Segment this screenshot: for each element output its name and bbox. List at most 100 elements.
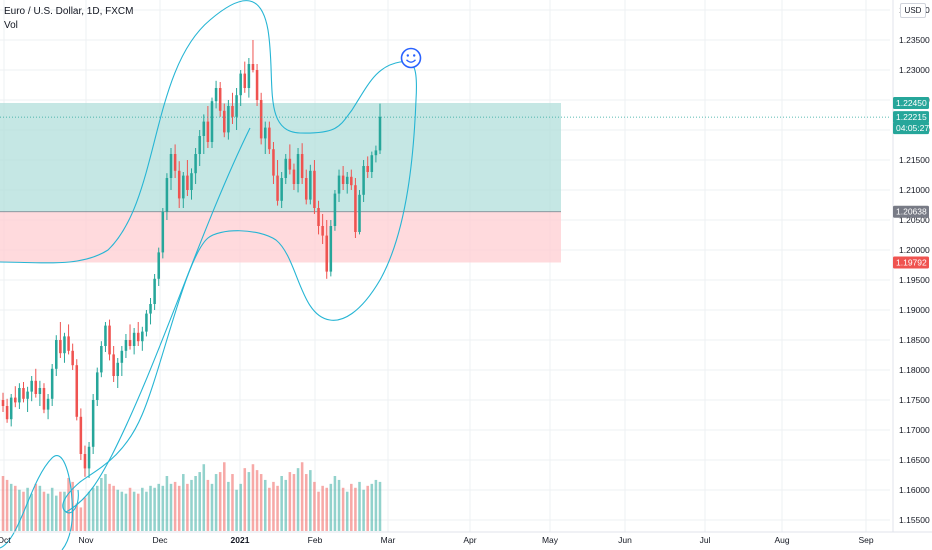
candle-body — [116, 362, 120, 376]
volume-bar — [321, 485, 324, 531]
last-price-badge-text: 1.22215 — [896, 112, 927, 122]
volume-bar — [9, 483, 13, 531]
y-tick-label: 1.20000 — [899, 245, 930, 255]
volume-bar — [34, 483, 38, 531]
candle — [141, 326, 144, 351]
volume-bar — [116, 489, 120, 531]
candle — [223, 103, 226, 138]
volume-bar — [243, 468, 247, 531]
candle-body — [124, 340, 128, 351]
candle — [206, 106, 210, 148]
drawing-trend-line[interactable] — [65, 127, 251, 513]
candle-body — [214, 88, 218, 102]
volume-bar — [38, 485, 42, 531]
candle-body — [46, 398, 50, 410]
candle-body — [34, 380, 38, 394]
volume-bar — [18, 489, 21, 531]
symbol-title[interactable]: Euro / U.S. Dollar, 1D, FXCM — [4, 6, 134, 17]
candle-body — [333, 193, 337, 226]
y-tick-label: 1.18000 — [899, 365, 930, 375]
y-tick-label: 1.19000 — [899, 305, 930, 315]
volume-bar — [145, 491, 148, 531]
candle — [55, 335, 58, 376]
x-tick-label: Oct — [0, 535, 11, 545]
volume-bar — [337, 479, 341, 531]
candle — [337, 169, 341, 202]
stop-price-badge: 1.19792 — [893, 256, 929, 269]
candle — [108, 319, 111, 361]
last-price-badge-bg — [893, 111, 929, 124]
candle-body — [202, 121, 206, 136]
candle-body — [239, 73, 242, 96]
loss-zone[interactable] — [0, 211, 561, 263]
candle-body — [71, 350, 74, 366]
candle — [34, 368, 38, 398]
volume-bar — [235, 489, 238, 531]
candle-body — [145, 313, 148, 332]
y-tick-label: 1.23000 — [899, 65, 930, 75]
candle — [136, 322, 140, 346]
volume-label[interactable]: Vol — [4, 20, 18, 31]
drawing-bubble-curve[interactable] — [0, 0, 418, 514]
candle — [218, 82, 222, 117]
stop-price-badge-bg — [893, 256, 929, 269]
candle — [190, 168, 193, 200]
candle-body — [79, 416, 83, 454]
volume-bar — [128, 487, 132, 531]
candle-body — [83, 454, 87, 469]
candle-body — [313, 170, 316, 208]
volume-bar — [55, 495, 58, 531]
candle — [149, 298, 152, 325]
candle-body — [67, 336, 70, 351]
candle-body — [317, 208, 320, 226]
volume-bar — [5, 479, 9, 531]
candle — [173, 144, 177, 178]
candle — [14, 386, 17, 408]
volume-bar — [83, 497, 87, 531]
y-tick-label: 1.21000 — [899, 185, 930, 195]
drawing-lower-loop[interactable] — [0, 455, 74, 550]
candle — [210, 97, 214, 148]
volume-bar — [186, 483, 189, 531]
volume-bar — [378, 481, 382, 531]
y-tick-label: 1.20500 — [899, 215, 930, 225]
candle — [259, 92, 263, 145]
y-tick-label: 1.16000 — [899, 485, 930, 495]
candle-body — [251, 64, 255, 70]
candle — [83, 445, 87, 477]
freehand-drawing[interactable] — [0, 0, 418, 550]
candle-body — [141, 331, 144, 342]
candle — [309, 164, 312, 205]
grid — [0, 0, 890, 532]
candle-body — [337, 175, 341, 194]
time-axis[interactable]: Oct Nov Dec 2021 Feb Mar Apr May Jun Jul Aug Sep — [0, 531, 932, 545]
stop-price-badge-text: 1.19792 — [896, 257, 927, 267]
candle-body — [280, 178, 283, 201]
long-position-tool[interactable] — [0, 103, 561, 263]
volume-bar — [227, 481, 230, 531]
volume-bar — [268, 487, 271, 531]
candle-body — [26, 391, 29, 399]
candle — [325, 220, 328, 279]
candle — [132, 328, 136, 355]
candle-body — [173, 154, 177, 171]
currency-button[interactable]: USD — [900, 3, 926, 18]
volume-bar — [1, 476, 5, 531]
volume-bar — [374, 479, 378, 531]
volume-bar — [288, 472, 292, 531]
candle — [128, 324, 132, 350]
candle-body — [9, 397, 13, 420]
volume-bar — [362, 489, 365, 531]
candle-body — [362, 166, 365, 195]
candle — [95, 367, 99, 406]
candle-body — [292, 169, 296, 184]
candle-body — [153, 278, 156, 304]
volume-bar — [341, 487, 345, 531]
candle-body — [5, 406, 9, 420]
candle-body — [14, 397, 17, 403]
volume-bar — [153, 487, 156, 531]
volume-bar — [358, 481, 361, 531]
candle — [251, 40, 255, 73]
candle-body — [18, 388, 21, 403]
